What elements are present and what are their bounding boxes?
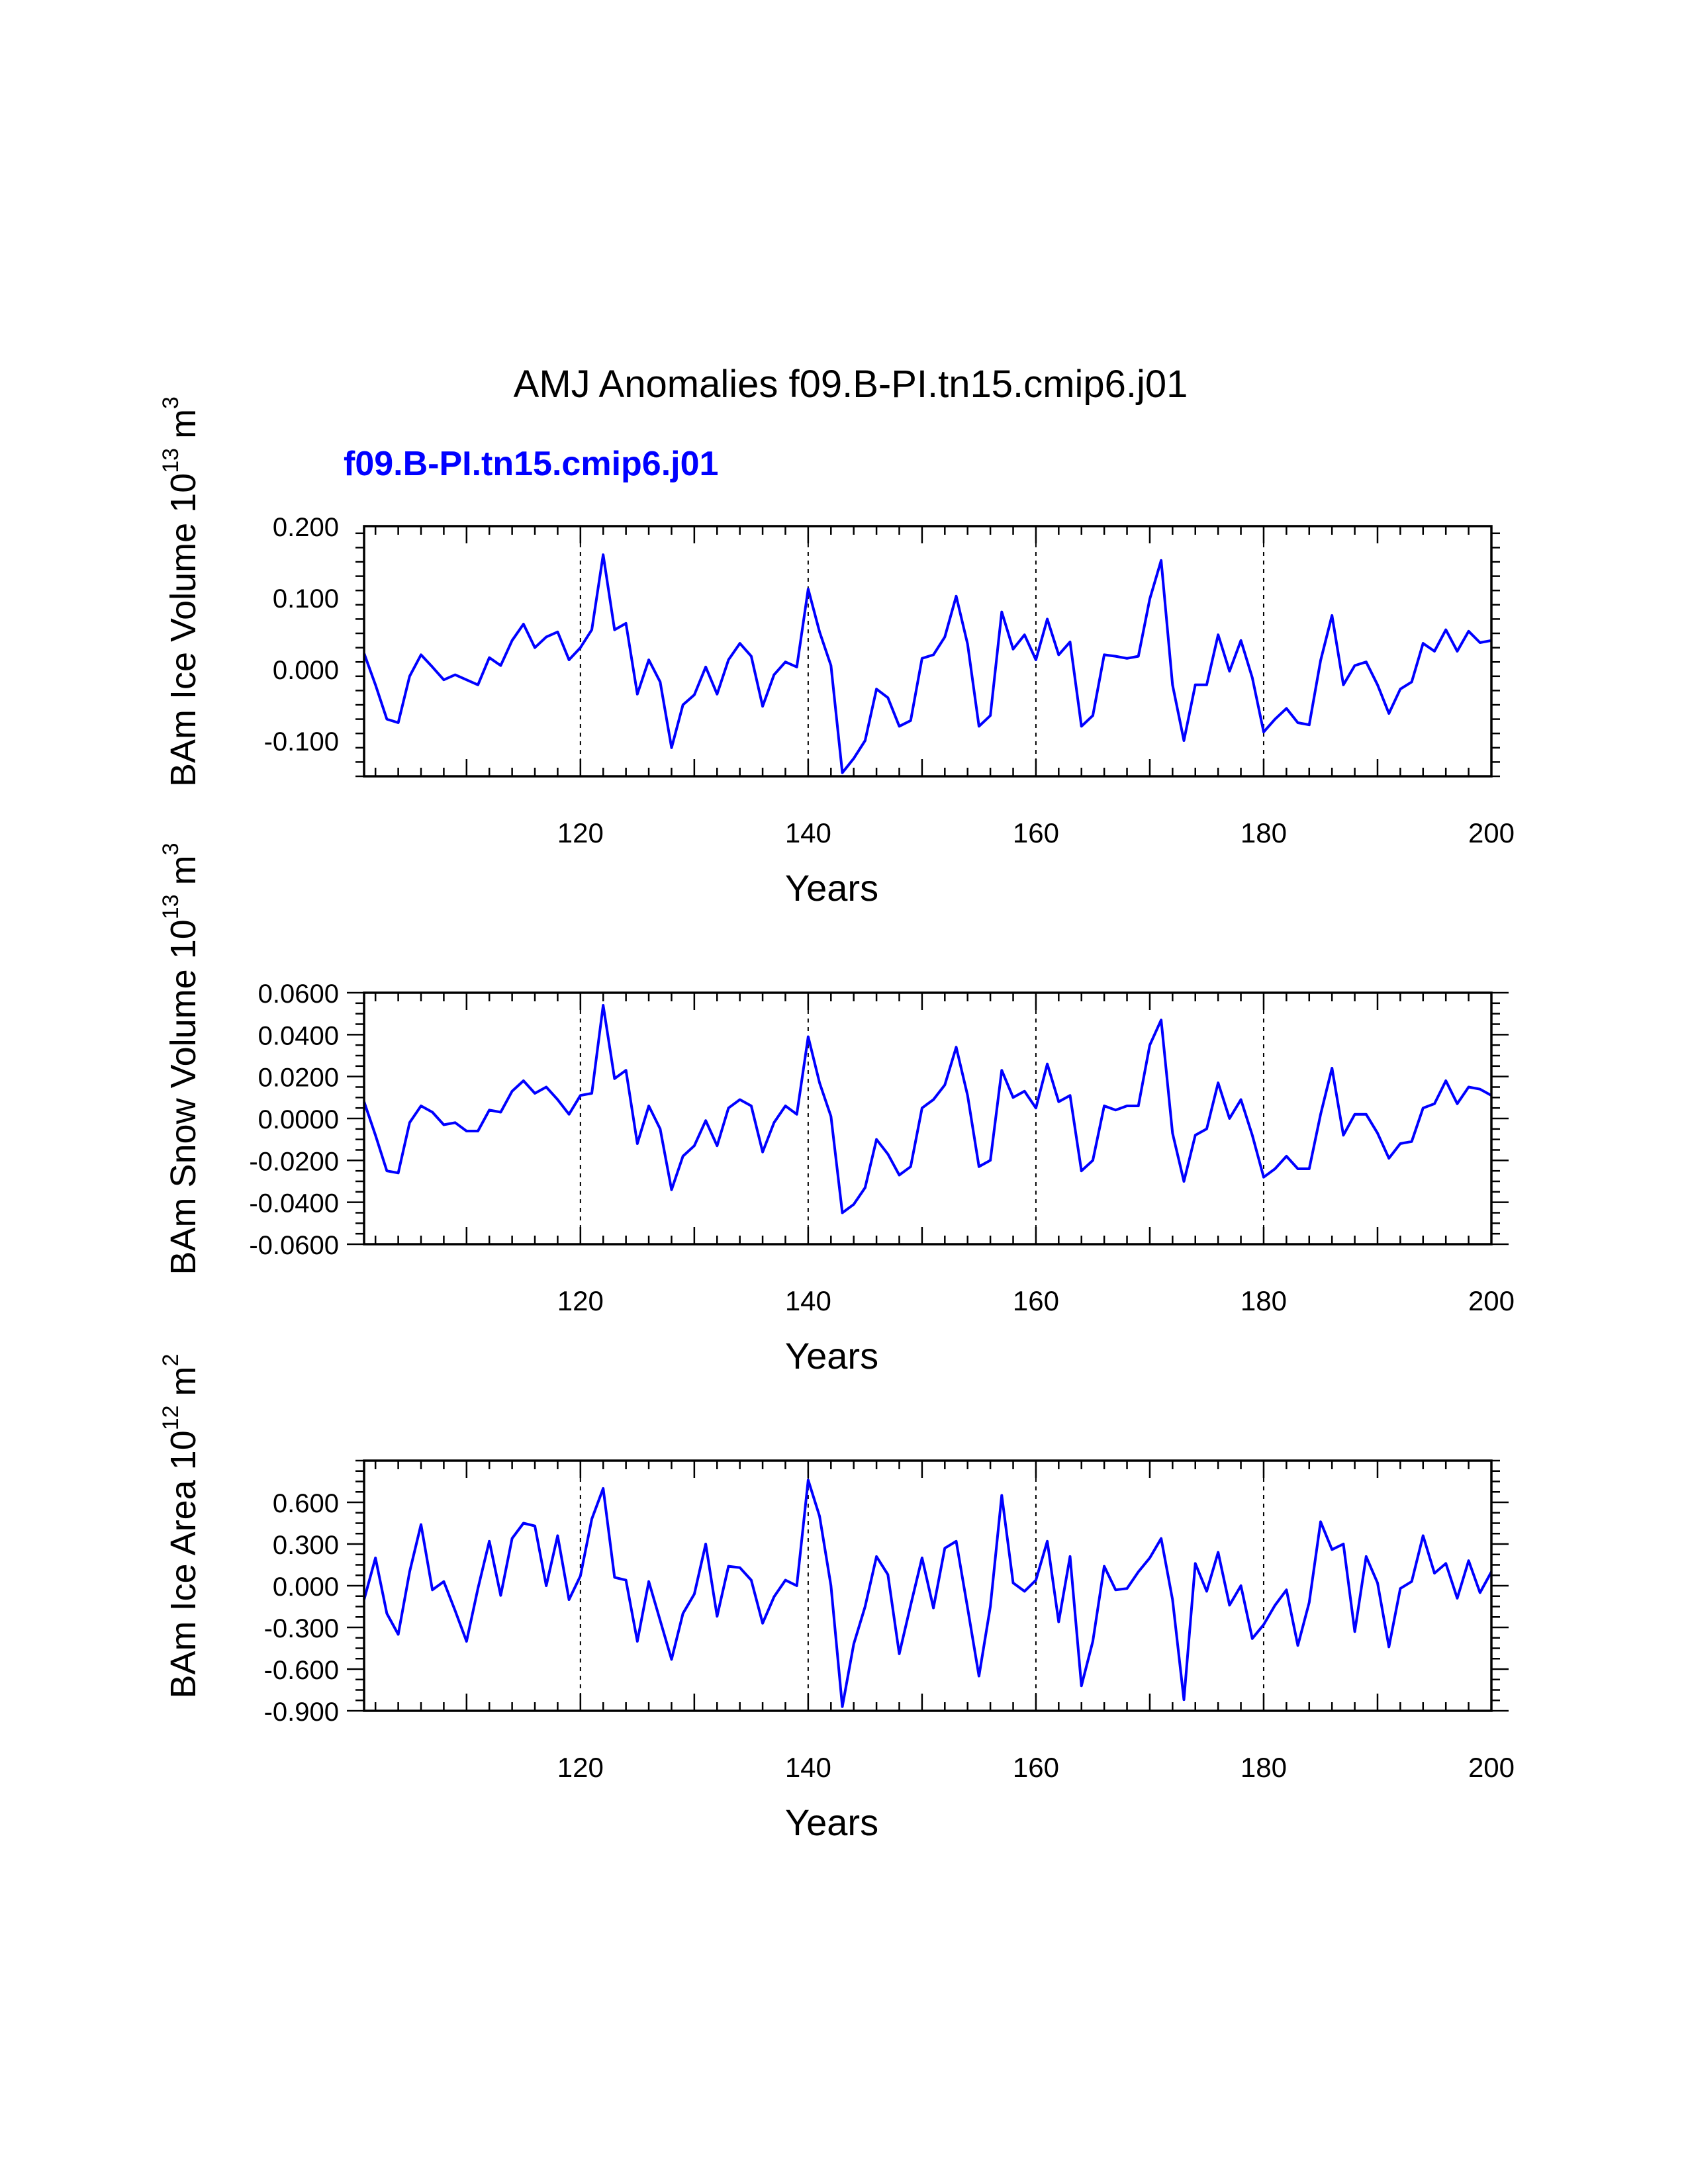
panel-ice-area: 120 140 160 180 200 0.600 0.300 0.000 -0.300 -0.6… <box>158 1354 1515 1843</box>
x-axis-label: Years <box>785 1801 878 1843</box>
x-axis-label: Years <box>785 1335 878 1377</box>
y-tick-label: 0.0200 <box>258 1064 339 1093</box>
x-tick-label: 200 <box>1468 1752 1515 1783</box>
y-axis-label-text: BAm Snow Volume 10 <box>164 919 203 1275</box>
plot-frame <box>363 991 1493 1246</box>
y-tick-label: -0.0600 <box>249 1231 339 1260</box>
y-tick-label: 0.100 <box>273 584 339 614</box>
x-tick-label: 180 <box>1241 817 1287 848</box>
y-axis-label-exponent: 12 <box>158 1405 183 1430</box>
series-line <box>363 1004 1492 1214</box>
x-tick-label: 120 <box>557 817 604 848</box>
y-axis-label-exponent: 13 <box>158 448 183 473</box>
x-tick-label: 160 <box>1013 1285 1059 1316</box>
x-tick-label: 120 <box>557 1752 604 1783</box>
x-tick-label: 120 <box>557 1285 604 1316</box>
x-tick-label: 140 <box>785 1752 831 1783</box>
case-label: f09.B-PI.tn15.cmip6.j01 <box>344 445 718 483</box>
series-line <box>363 1479 1493 1708</box>
y-tick-label: 0.000 <box>273 656 339 685</box>
y-axis-label-text: BAm Ice Area 10 <box>164 1430 203 1698</box>
y-axis-label-unit: m <box>164 409 203 439</box>
y-tick-label: 0.0600 <box>258 979 339 1009</box>
x-tick-label: 180 <box>1241 1285 1287 1316</box>
y-axis-label-text: BAm Ice Volume 10 <box>164 473 203 787</box>
y-tick-label: -0.100 <box>264 727 339 756</box>
panel-snow-volume: 120 140 160 180 200 0.0600 0.0400 0.0200 0.0000 -… <box>158 842 1515 1377</box>
panel-ice-volume: 120 140 160 180 200 0.200 0.100 0.000 -0.100 Year… <box>158 396 1515 909</box>
series-line <box>363 553 1492 774</box>
y-axis-label-unit-exponent: 2 <box>158 1354 183 1367</box>
x-tick-label: 140 <box>785 817 831 848</box>
y-axis-label-exponent: 13 <box>158 894 183 919</box>
x-axis-label: Years <box>785 867 878 909</box>
plot-frame <box>363 525 1493 778</box>
y-axis-label-unit: m <box>164 1366 203 1396</box>
y-axis-label: BAm Ice Volume 1013 m3 <box>158 396 203 787</box>
x-tick-label: 160 <box>1013 817 1059 848</box>
x-tick-label: 180 <box>1241 1752 1287 1783</box>
y-axis-label-unit: m <box>164 855 203 885</box>
y-axis-label: BAm Ice Area 1012 m2 <box>158 1354 203 1699</box>
y-tick-label: -0.300 <box>264 1614 339 1643</box>
y-axis-label-unit-exponent: 3 <box>158 842 183 855</box>
y-tick-label: -0.900 <box>264 1698 339 1727</box>
figure-title: AMJ Anomalies f09.B-PI.tn15.cmip6.j01 <box>514 363 1188 406</box>
y-axis-label-unit-exponent: 3 <box>158 396 183 409</box>
y-tick-label: -0.600 <box>264 1656 339 1685</box>
y-tick-label: 0.000 <box>273 1572 339 1602</box>
y-tick-label: 0.300 <box>273 1531 339 1560</box>
y-tick-label: -0.0200 <box>249 1147 339 1176</box>
y-tick-label: 0.600 <box>273 1489 339 1518</box>
x-tick-label: 160 <box>1013 1752 1059 1783</box>
y-tick-label: 0.0400 <box>258 1021 339 1050</box>
x-tick-label: 200 <box>1468 817 1515 848</box>
y-tick-label: 0.200 <box>273 513 339 542</box>
y-tick-label: -0.0400 <box>249 1189 339 1218</box>
x-tick-label: 140 <box>785 1285 831 1316</box>
y-axis-label: BAm Snow Volume 1013 m3 <box>158 842 203 1275</box>
y-tick-label: 0.0000 <box>258 1105 339 1134</box>
x-tick-label: 200 <box>1468 1285 1515 1316</box>
